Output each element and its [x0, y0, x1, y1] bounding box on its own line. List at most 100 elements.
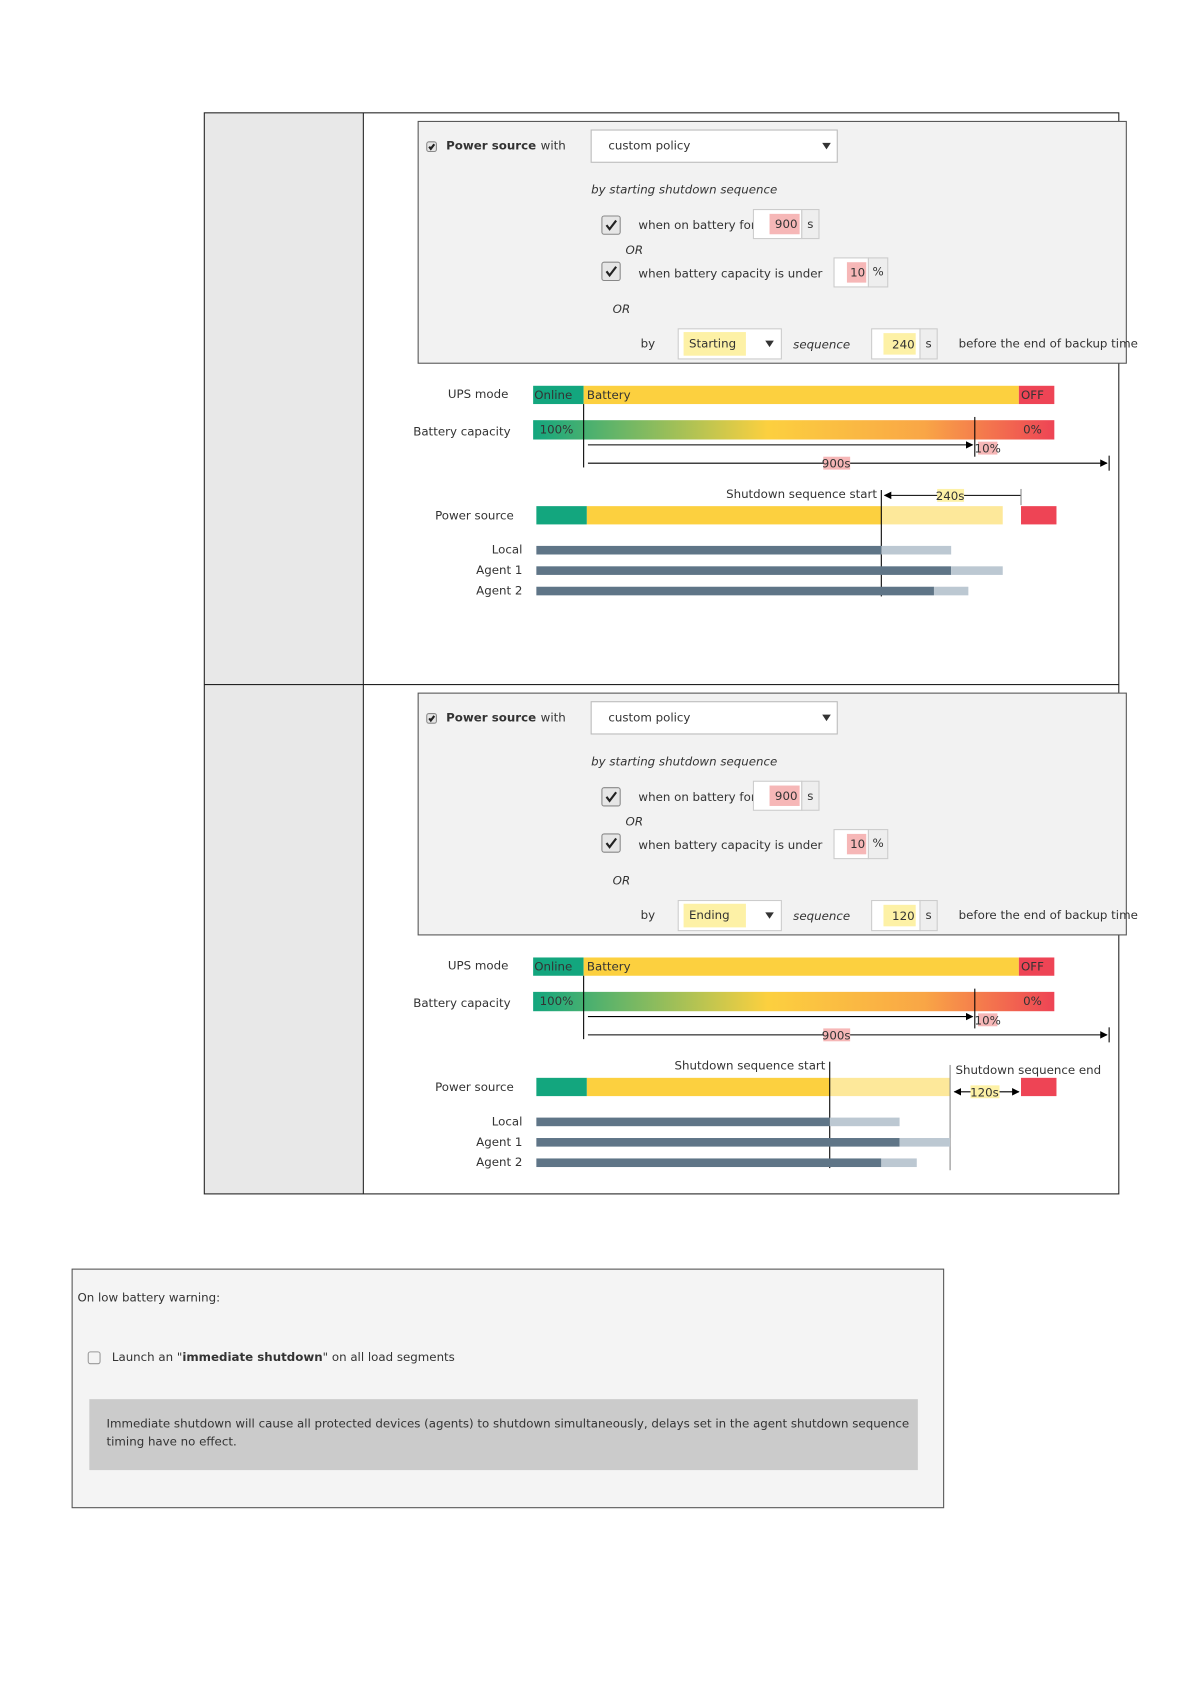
agent-label: Local — [492, 543, 523, 557]
battery-label: when on battery for — [638, 790, 755, 804]
agent-run-bar — [536, 1158, 882, 1168]
duration-label: 900s — [822, 1028, 851, 1042]
capacity-label: when battery capacity is under — [638, 267, 822, 281]
agent-shutdown-bar — [881, 1158, 917, 1168]
select-arrow — [765, 340, 774, 348]
power-battery — [586, 1077, 830, 1097]
warning-title: On low battery warning: — [77, 1291, 220, 1305]
power-battery — [586, 506, 882, 525]
capacity-value: 10 — [850, 265, 865, 279]
policy-subtitle: by starting shutdown sequence — [591, 754, 777, 768]
offset-value: 120 — [892, 909, 915, 923]
mode-highlight — [683, 903, 746, 928]
by-label: by — [641, 336, 656, 350]
start-label: Shutdown sequence start — [726, 487, 877, 501]
immediate-checkbox[interactable] — [87, 1351, 101, 1365]
policy-subtitle: by starting shutdown sequence — [591, 183, 777, 197]
mode-value: Starting — [689, 336, 736, 350]
offset-highlight — [883, 904, 916, 927]
offset-unit: s — [926, 908, 932, 922]
capacity-checkbox[interactable] — [601, 833, 621, 853]
offset-box — [970, 1085, 1000, 1099]
power-off — [1021, 506, 1057, 525]
agent-label: Agent 2 — [476, 1155, 522, 1169]
power-label: Power source — [435, 1080, 514, 1094]
online-label: Online — [534, 388, 572, 402]
capacity-label: Battery capacity — [413, 996, 510, 1010]
launch-label: Launch an "immediate shutdown" on all lo… — [112, 1350, 455, 1364]
start-label: Shutdown sequence start — [675, 1059, 826, 1073]
or-label: OR — [626, 243, 644, 257]
power-online — [536, 1077, 587, 1097]
launch-prefix: Launch an " — [112, 1350, 182, 1364]
agent-label: Local — [492, 1114, 523, 1128]
suffix-label: before the end of backup time — [959, 336, 1138, 350]
battery-label: Battery — [587, 960, 631, 974]
battery-checkbox[interactable] — [601, 787, 621, 807]
capacity-bar — [533, 991, 1055, 1012]
offset-label: 240s — [936, 489, 965, 503]
agent-run-bar — [536, 1138, 900, 1147]
launch-bold: immediate shutdown — [182, 1350, 322, 1364]
or-label: OR — [626, 815, 644, 829]
note-box — [89, 1399, 918, 1471]
offset-unit-box — [919, 328, 938, 360]
battery-value: 900 — [775, 217, 798, 231]
battery-unit-box — [801, 209, 820, 240]
capacity-unit-box — [867, 829, 889, 860]
agent-label: Agent 1 — [476, 563, 522, 577]
capacity-highlight — [846, 262, 867, 283]
policy-value: custom policy — [608, 139, 690, 153]
note-text: Immediate shutdown will cause all protec… — [107, 1416, 910, 1430]
offset-value: 240 — [892, 337, 915, 351]
online-label: Online — [534, 960, 572, 974]
off-label: OFF — [1021, 388, 1044, 402]
table-border — [203, 112, 1120, 1195]
agent-shutdown-bar — [933, 586, 969, 596]
source-label: Power source — [446, 710, 536, 724]
offset-highlight — [883, 333, 916, 355]
agent-shutdown-bar — [881, 545, 952, 555]
battery-bar — [583, 957, 1019, 976]
duration-box — [823, 456, 851, 470]
capacity-checkbox[interactable] — [601, 261, 621, 282]
battery-label: when on battery for — [638, 218, 755, 232]
policy-select[interactable] — [590, 129, 838, 163]
off-bar — [1018, 957, 1055, 976]
left-column — [204, 112, 364, 1194]
select-arrow — [822, 142, 831, 150]
battery-label: Battery — [587, 388, 631, 402]
off-bar — [1018, 385, 1055, 405]
battery-highlight — [769, 213, 800, 235]
suffix-label: before the end of backup time — [959, 908, 1138, 922]
duration-label: 900s — [822, 457, 851, 471]
check-mark — [428, 715, 436, 723]
sequence-label: sequence — [793, 909, 850, 923]
agent-shutdown-bar — [899, 1138, 951, 1147]
policy-value: custom policy — [608, 710, 690, 724]
warning-box — [71, 1268, 945, 1509]
end-label: Shutdown sequence end — [955, 1063, 1101, 1077]
agent-run-bar — [536, 545, 882, 555]
capacity-label: when battery capacity is under — [638, 838, 822, 852]
source-label: Power source — [446, 139, 536, 153]
policy-select[interactable] — [590, 701, 838, 735]
power-sequence — [881, 506, 1003, 525]
ups-label: UPS mode — [448, 387, 509, 401]
check-mark — [605, 219, 618, 231]
or-label: OR — [613, 874, 631, 888]
launch-suffix: " on all load segments — [323, 1350, 455, 1364]
agent-shutdown-bar — [829, 1117, 900, 1127]
agent-run-bar — [536, 586, 934, 596]
power-label: Power source — [435, 508, 514, 522]
mode-highlight — [683, 332, 746, 356]
by-label: by — [641, 908, 656, 922]
check-mark — [605, 837, 618, 849]
agent-run-bar — [536, 1117, 830, 1127]
battery-checkbox[interactable] — [601, 215, 621, 235]
agent-run-bar — [536, 566, 952, 575]
power-sequence — [829, 1077, 951, 1097]
sequence-label: sequence — [793, 337, 850, 351]
battery-bar — [583, 385, 1019, 405]
